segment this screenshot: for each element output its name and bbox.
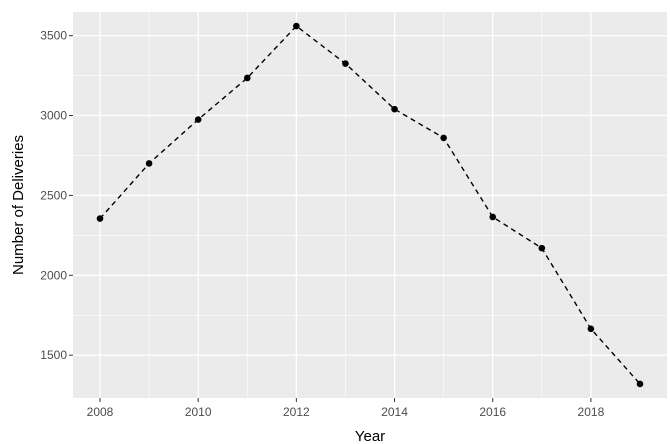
data-point	[96, 215, 104, 222]
x-tick-label: 2008	[87, 405, 114, 419]
data-point	[145, 160, 153, 167]
data-point	[391, 105, 398, 113]
x-tick-label: 2012	[283, 405, 310, 419]
y-tick-label: 1500	[40, 348, 67, 362]
y-tick-label: 2000	[40, 268, 67, 282]
data-point	[194, 116, 202, 123]
y-tick-label: 2500	[40, 188, 67, 202]
x-tick-label: 2016	[479, 405, 506, 419]
y-axis-ticks: 1500 2000 2500 3000 3500	[40, 29, 73, 362]
y-tick-label: 3000	[40, 109, 67, 123]
series-line	[99, 25, 641, 385]
y-tick-label: 3500	[40, 29, 67, 43]
data-point	[293, 22, 300, 30]
x-tick-label: 2014	[381, 405, 408, 419]
major-gridlines	[73, 12, 667, 398]
data-point	[243, 74, 251, 82]
data-points	[96, 22, 644, 388]
x-axis-title: Year	[355, 428, 385, 444]
data-point	[538, 244, 546, 252]
data-point	[342, 60, 349, 67]
data-point	[587, 325, 595, 333]
x-tick-label: 2010	[185, 405, 212, 419]
x-tick-label: 2018	[578, 405, 605, 419]
y-axis-title: Number of Deliveries	[10, 135, 27, 275]
plot-panel	[73, 12, 667, 398]
data-point	[440, 134, 447, 142]
data-point	[489, 213, 497, 221]
data-point	[636, 380, 644, 388]
x-axis-ticks: 2008 2010 2012 2014 2016 2018	[87, 398, 605, 419]
